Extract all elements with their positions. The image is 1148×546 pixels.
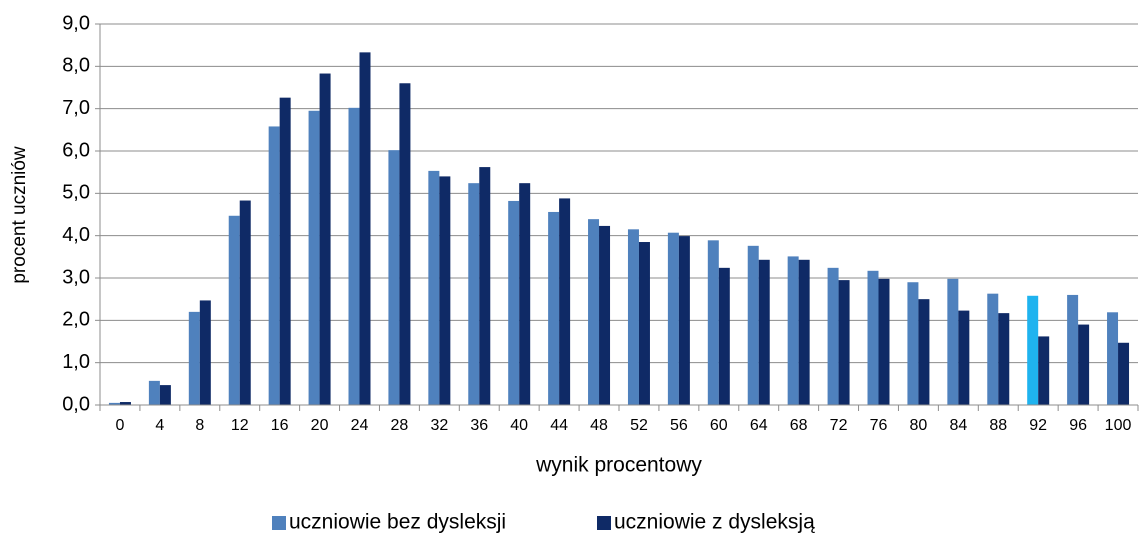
bar — [838, 280, 850, 405]
x-tick-label: 96 — [1069, 417, 1087, 434]
bar — [1118, 342, 1130, 405]
bar — [1078, 324, 1090, 405]
bar — [519, 183, 531, 405]
bar — [199, 300, 211, 405]
bar — [1027, 295, 1039, 405]
bar — [239, 200, 251, 405]
bar — [947, 278, 959, 405]
bar — [907, 282, 919, 405]
legend-label: uczniowie bez dysleksji — [289, 511, 506, 534]
bar — [667, 232, 679, 405]
x-tick-label: 64 — [750, 417, 768, 434]
bar — [1067, 294, 1079, 405]
legend-label: uczniowie z dysleksją — [614, 511, 815, 534]
x-tick-label: 44 — [550, 417, 568, 434]
bar — [188, 311, 200, 405]
y-tick-label: 8,0 — [62, 55, 90, 77]
bar — [998, 313, 1010, 405]
x-tick-label: 16 — [271, 417, 289, 434]
x-tick-label: 88 — [989, 417, 1007, 434]
x-tick-label: 32 — [430, 417, 448, 434]
bar — [798, 259, 810, 405]
x-tick-label: 56 — [670, 417, 688, 434]
legend-swatch — [272, 516, 286, 530]
bar — [918, 299, 930, 405]
bar — [279, 97, 291, 405]
bar — [479, 167, 491, 405]
x-tick-label: 48 — [590, 417, 608, 434]
x-axis-label: wynik procentowy — [535, 454, 702, 477]
bar — [718, 267, 730, 405]
bar — [428, 170, 440, 405]
x-tick-label: 72 — [830, 417, 848, 434]
bar — [348, 107, 360, 405]
bar — [548, 211, 560, 405]
x-tick-label: 24 — [351, 417, 369, 434]
y-tick-label: 3,0 — [62, 266, 90, 288]
bar — [707, 240, 719, 405]
bar — [319, 73, 331, 405]
x-tick-label: 52 — [630, 417, 648, 434]
y-tick-label: 2,0 — [62, 309, 90, 331]
bar — [1038, 336, 1050, 405]
bar — [228, 215, 240, 405]
x-tick-label: 0 — [116, 417, 125, 434]
x-tick-label: 80 — [910, 417, 928, 434]
bar — [678, 236, 690, 405]
y-axis-label: procent uczniów — [9, 146, 30, 284]
x-tick-label: 100 — [1105, 417, 1132, 434]
x-tick-label: 84 — [949, 417, 967, 434]
bar — [867, 270, 879, 405]
x-tick-label: 40 — [510, 417, 528, 434]
y-tick-label: 4,0 — [62, 224, 90, 246]
bar — [108, 402, 120, 405]
y-tick-label: 5,0 — [62, 182, 90, 204]
bar — [747, 245, 759, 405]
y-tick-label: 6,0 — [62, 139, 90, 161]
bar — [268, 126, 280, 406]
y-tick-label: 1,0 — [62, 351, 90, 373]
bar — [627, 229, 639, 405]
bar — [399, 83, 411, 406]
bar — [148, 380, 160, 405]
bar — [599, 225, 611, 405]
bar — [758, 259, 770, 405]
y-tick-label: 7,0 — [62, 97, 90, 119]
bar — [638, 242, 650, 405]
bar — [359, 52, 371, 405]
bar — [1107, 312, 1119, 405]
bar — [119, 402, 131, 405]
bar — [987, 293, 999, 405]
y-tick-label: 9,0 — [62, 12, 90, 34]
x-tick-label: 92 — [1029, 417, 1047, 434]
bar — [958, 310, 970, 405]
bar — [878, 278, 890, 405]
x-tick-label: 76 — [870, 417, 888, 434]
bar — [508, 200, 520, 405]
legend-swatch — [597, 516, 611, 530]
bar — [588, 219, 600, 405]
bar — [308, 110, 320, 406]
x-tick-label: 12 — [231, 417, 249, 434]
bar — [159, 385, 171, 405]
x-tick-label: 60 — [710, 417, 728, 434]
y-tick-label: 0,0 — [62, 393, 90, 415]
bar — [468, 183, 480, 405]
x-tick-label: 20 — [311, 417, 329, 434]
x-tick-label: 8 — [195, 417, 204, 434]
bar — [787, 256, 799, 405]
x-tick-label: 68 — [790, 417, 808, 434]
x-tick-label: 4 — [155, 417, 164, 434]
x-tick-label: 36 — [470, 417, 488, 434]
bar — [388, 150, 400, 405]
bar — [439, 176, 451, 405]
x-tick-label: 28 — [391, 417, 409, 434]
bar — [827, 267, 839, 405]
bar — [559, 198, 571, 405]
